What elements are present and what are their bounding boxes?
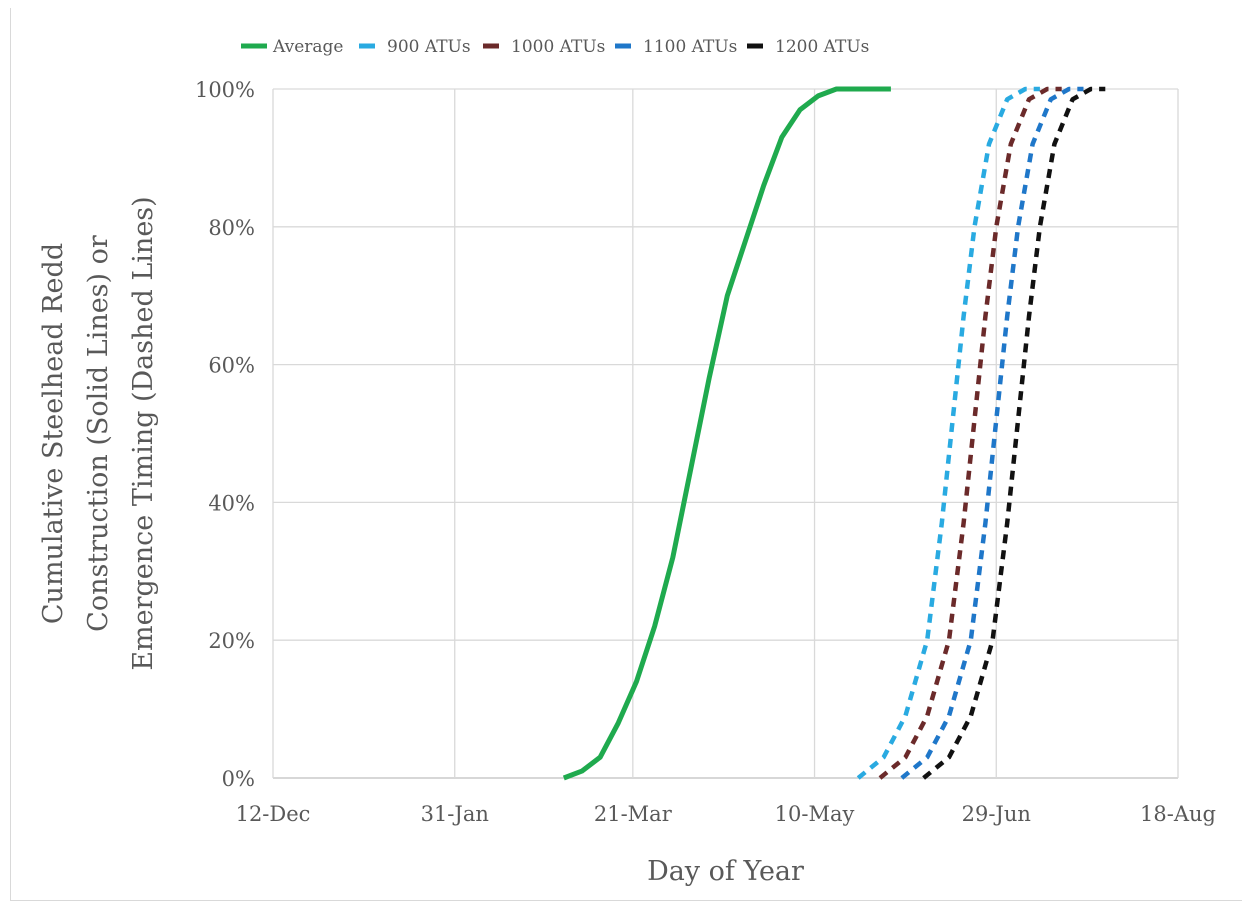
y-axis-title-line: Emergence Timing (Dashed Lines)	[128, 196, 159, 670]
series-line-900-atus	[856, 86, 1040, 780]
chart-frame	[10, 8, 1242, 901]
y-tick-label: 60%	[208, 354, 255, 378]
x-tick-label: 21-Mar	[594, 802, 673, 826]
legend-label: Average	[272, 37, 343, 57]
x-tick-label: 29-Jun	[962, 802, 1031, 826]
series-line-1200-atus	[922, 86, 1106, 780]
axis-titles: Day of Year Cumulative Steelhead Redd Cons…	[38, 196, 804, 887]
legend-label: 1000 ATUs	[511, 37, 605, 57]
y-tick-label: 40%	[208, 491, 255, 515]
y-tick-label: 80%	[208, 216, 255, 240]
y-axis-title-line: Construction (Solid Lines) or	[83, 235, 114, 632]
x-tick-label: 10-May	[775, 802, 855, 826]
y-tick-label: 20%	[208, 629, 255, 653]
series-line-1000-atus	[878, 86, 1062, 780]
legend-label: 1200 ATUs	[775, 37, 869, 57]
series-line-1100-atus	[900, 86, 1084, 780]
y-tick-label: 100%	[195, 78, 255, 102]
series-line-average	[562, 86, 891, 781]
legend-label: 1100 ATUs	[643, 37, 737, 57]
legend: Average 900 ATUs 1000 ATUs 1100 ATUs 1200 AT…	[241, 37, 869, 57]
y-axis-title-line: Cumulative Steelhead Redd	[38, 243, 69, 624]
legend-label: 900 ATUs	[387, 37, 471, 57]
x-axis-title: Day of Year	[647, 856, 804, 887]
y-tick-label: 0%	[222, 767, 255, 791]
grid	[272, 88, 1179, 779]
axes: 0% 20% 40% 60% 80% 100% 12-Dec 31-Jan 21-Mar 10-M…	[195, 78, 1216, 826]
series-group	[562, 86, 1106, 781]
x-tick-label: 31-Jan	[421, 802, 489, 826]
x-tick-label: 18-Aug	[1140, 802, 1216, 826]
x-tick-label: 12-Dec	[236, 802, 311, 826]
